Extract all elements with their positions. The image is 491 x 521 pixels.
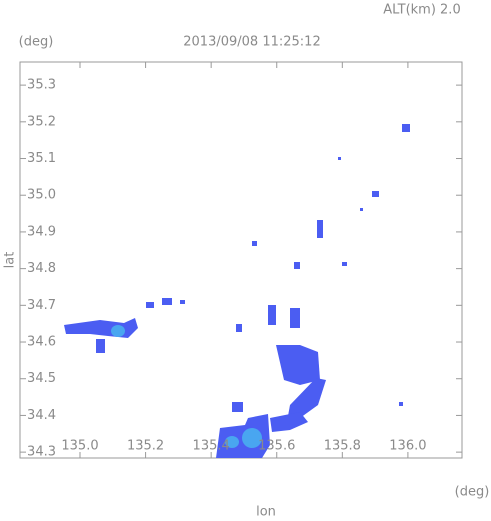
y-label: lat [3, 252, 18, 269]
y-unit: (deg) [19, 35, 54, 50]
y-tick-label: 34.7 [27, 298, 56, 313]
x-tick-label: 135.0 [61, 439, 98, 454]
y-tick-label: 35.3 [27, 78, 56, 93]
y-tick-label: 34.3 [27, 445, 56, 460]
x-tick-label: 135.8 [324, 439, 361, 454]
y-tick-label: 34.8 [27, 261, 56, 276]
y-tick-label: 34.4 [27, 408, 56, 423]
plot-frame [19, 61, 463, 459]
y-tick-label: 35.2 [27, 114, 56, 129]
y-tick-label: 34.9 [27, 224, 56, 239]
y-tick-label: 35.0 [27, 188, 56, 203]
x-tick-label: 135.4 [193, 439, 230, 454]
y-tick-label: 34.6 [27, 335, 56, 350]
altitude: ALT(km) 2.0 [383, 3, 460, 18]
x-tick-label: 135.2 [127, 439, 164, 454]
chart-title: 2013/09/08 11:25:12 [183, 35, 320, 50]
y-tick-label: 34.5 [27, 371, 56, 386]
x-tick-label: 136.0 [389, 439, 426, 454]
y-tick-label: 35.1 [27, 151, 56, 166]
radar-echoes [64, 124, 410, 458]
x-label: lon [256, 505, 276, 520]
x-tick-label: 135.6 [258, 439, 295, 454]
x-unit: (deg) [455, 485, 490, 500]
